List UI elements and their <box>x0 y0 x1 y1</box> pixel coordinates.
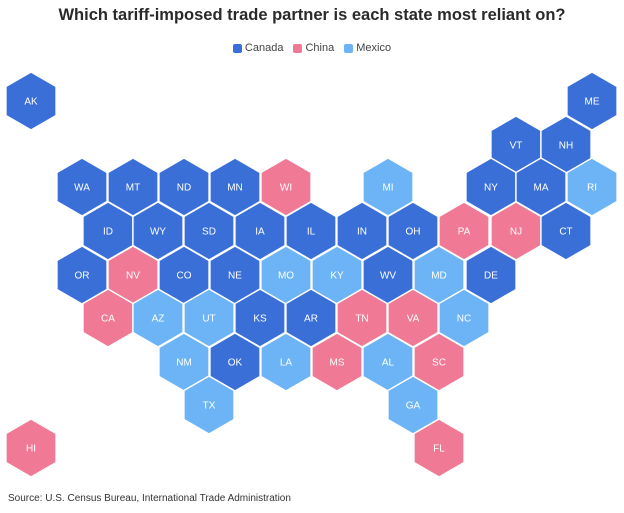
hex-label-ks: KS <box>253 314 267 325</box>
hex-label-or: OR <box>75 271 90 282</box>
hex-shape-az <box>132 288 184 348</box>
hex-label-ct: CT <box>559 227 572 238</box>
hex-label-md: MD <box>431 271 447 282</box>
hex-shape-ok <box>209 332 261 392</box>
hex-tile-me: ME <box>566 71 618 131</box>
hex-tile-wa: WA <box>56 157 108 217</box>
legend-label-mexico: Mexico <box>356 42 392 54</box>
hex-label-tx: TX <box>203 401 216 412</box>
hex-label-hi: HI <box>26 444 36 455</box>
hex-label-mt: MT <box>126 183 140 194</box>
hex-label-ut: UT <box>202 314 215 325</box>
hex-label-sd: SD <box>202 227 216 238</box>
hex-tile-la: LA <box>260 332 312 392</box>
hex-shape-me <box>566 71 618 131</box>
hex-label-la: LA <box>280 358 293 369</box>
legend-swatch-china <box>293 43 303 53</box>
hex-label-ar: AR <box>304 314 318 325</box>
hex-label-ri: RI <box>587 183 597 194</box>
source-note: Source: U.S. Census Bureau, Internationa… <box>8 493 291 504</box>
hex-label-ma: MA <box>534 183 549 194</box>
legend: Canada China Mexico <box>0 42 624 54</box>
legend-swatch-mexico <box>344 43 354 53</box>
hex-shape-wa <box>56 157 108 217</box>
hex-label-ok: OK <box>228 358 243 369</box>
hex-tile-ri: RI <box>566 157 618 217</box>
chart-title: Which tariff-imposed trade partner is ea… <box>58 6 566 24</box>
hex-tile-ga: GA <box>387 375 439 435</box>
hex-label-nj: NJ <box>510 227 522 238</box>
hex-label-ia: IA <box>255 227 265 238</box>
hex-tile-fl: FL <box>413 418 465 478</box>
legend-swatch-canada <box>232 43 242 53</box>
hex-tile-az: AZ <box>132 288 184 348</box>
hex-label-va: VA <box>407 314 420 325</box>
hex-tile-ok: OK <box>209 332 261 392</box>
hex-tile-ms: MS <box>311 332 363 392</box>
hex-label-ga: GA <box>406 401 421 412</box>
hex-label-il: IL <box>307 227 316 238</box>
hex-label-me: ME <box>585 97 600 108</box>
hex-shape-tx <box>183 375 235 435</box>
hex-shape-la <box>260 332 312 392</box>
hex-label-ak: AK <box>24 97 38 108</box>
hex-shape-or <box>56 245 108 305</box>
hex-label-nh: NH <box>559 141 573 152</box>
hex-tile-ak: AK <box>5 71 57 131</box>
hex-label-pa: PA <box>458 227 471 238</box>
legend-item-china: China <box>293 42 334 54</box>
legend-label-china: China <box>305 42 335 54</box>
hex-label-co: CO <box>177 271 192 282</box>
hex-shape-sc <box>413 332 465 392</box>
hex-label-nv: NV <box>126 271 140 282</box>
hex-tile-or: OR <box>56 245 108 305</box>
hex-label-ms: MS <box>330 358 345 369</box>
hex-shape-hi <box>5 418 57 478</box>
hex-label-tn: TN <box>355 314 368 325</box>
hex-label-vt: VT <box>510 141 523 152</box>
hex-label-nd: ND <box>177 183 191 194</box>
hex-tile-ct: CT <box>540 201 592 261</box>
hex-label-mn: MN <box>227 183 243 194</box>
hex-shape-de <box>465 245 517 305</box>
legend-item-mexico: Mexico <box>344 42 391 54</box>
hex-label-mi: MI <box>382 183 393 194</box>
hex-label-al: AL <box>382 358 395 369</box>
hex-label-az: AZ <box>152 314 165 325</box>
hex-tile-tx: TX <box>183 375 235 435</box>
hex-label-wv: WV <box>380 271 396 282</box>
hex-shape-ga <box>387 375 439 435</box>
hex-label-mo: MO <box>278 271 294 282</box>
hex-label-nm: NM <box>176 358 192 369</box>
hex-label-de: DE <box>484 271 498 282</box>
hex-tile-de: DE <box>465 245 517 305</box>
hex-label-ky: KY <box>330 271 344 282</box>
hex-label-wa: WA <box>74 183 90 194</box>
hex-label-nc: NC <box>457 314 471 325</box>
hex-label-oh: OH <box>406 227 421 238</box>
hex-label-fl: FL <box>433 444 445 455</box>
hex-shape-fl <box>413 418 465 478</box>
hex-label-ne: NE <box>228 271 242 282</box>
hex-tile-hi: HI <box>5 418 57 478</box>
hex-label-sc: SC <box>432 358 446 369</box>
legend-label-canada: Canada <box>244 42 284 54</box>
hex-shape-ak <box>5 71 57 131</box>
hex-shape-ct <box>540 201 592 261</box>
hex-label-in: IN <box>357 227 367 238</box>
hex-label-ca: CA <box>101 314 115 325</box>
hex-label-wi: WI <box>280 183 292 194</box>
hex-label-ny: NY <box>484 183 498 194</box>
hex-label-id: ID <box>103 227 113 238</box>
hex-shape-ri <box>566 157 618 217</box>
legend-item-canada: Canada <box>232 42 284 54</box>
hex-label-wy: WY <box>150 227 166 238</box>
hex-tile-sc: SC <box>413 332 465 392</box>
hex-shape-ms <box>311 332 363 392</box>
